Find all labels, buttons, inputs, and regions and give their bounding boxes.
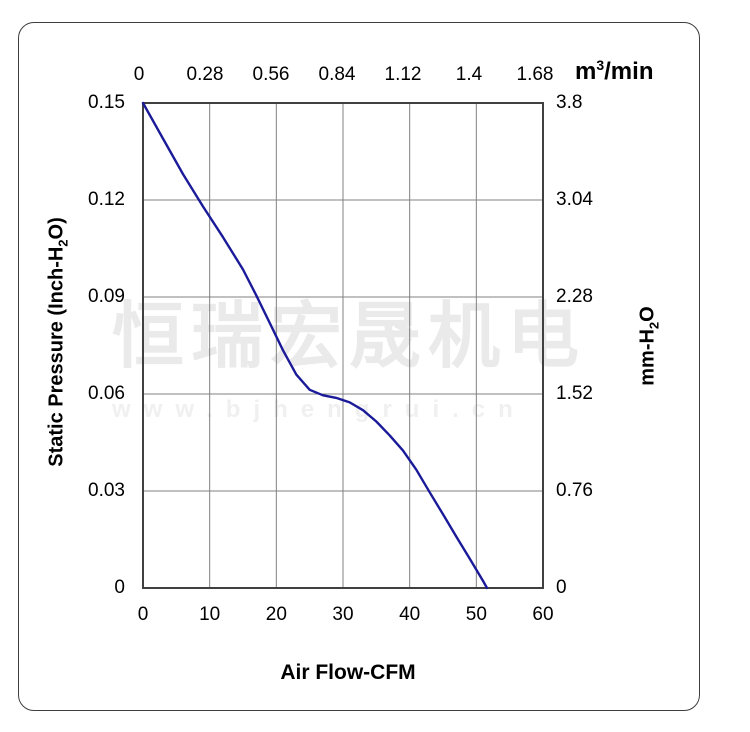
left-axis-title-sub: 2 [55, 239, 71, 247]
plot-area [141, 101, 544, 590]
left-axis-tick: 0.09 [88, 286, 125, 307]
right-axis-tick: 1.52 [556, 383, 593, 404]
top-axis-unit-sup: 3 [596, 57, 605, 73]
right-axis-tick: 0 [556, 577, 567, 598]
plot-border [142, 102, 544, 589]
left-axis-tick: 0.06 [88, 383, 125, 404]
top-axis-tick: 1.12 [384, 64, 422, 85]
right-axis-tick: 0.76 [556, 480, 593, 501]
left-axis-tick: 0.15 [88, 92, 125, 113]
bottom-axis-tick: 10 [199, 604, 221, 625]
left-axis-tick: 0.03 [88, 480, 125, 501]
right-axis-tick: 2.28 [556, 286, 593, 307]
top-axis-tick: 0.28 [186, 64, 224, 85]
top-axis-tick: 0 [133, 64, 145, 85]
top-axis-unit-post: /min [604, 58, 654, 85]
left-axis-title-post: O) [45, 217, 68, 240]
static-pressure-curve [141, 101, 489, 590]
left-axis-title: Static Pressure (Inch-H2O) [45, 217, 71, 467]
top-axis-tick: 0.56 [252, 64, 290, 85]
right-axis-title-post: O [636, 306, 659, 322]
watermark-url: www.bjhengrui.cn [112, 396, 526, 423]
bottom-axis-tick: 40 [399, 604, 421, 625]
bottom-axis-title: Air Flow-CFM [280, 661, 416, 684]
right-axis-title: mm-H2O [636, 306, 662, 386]
top-axis-tick: 1.4 [455, 64, 483, 85]
watermark-company-name: 恒瑞宏晟机电 [112, 297, 587, 377]
bottom-axis-tick: 50 [465, 604, 487, 625]
left-axis-tick: 0.12 [88, 189, 125, 210]
top-axis-unit: m3/min [575, 58, 653, 86]
right-axis-tick: 3.8 [556, 92, 583, 113]
left-axis-tick: 0 [114, 577, 125, 598]
top-axis-tick: 1.68 [516, 64, 554, 85]
bottom-axis-tick: 60 [532, 604, 554, 625]
left-axis-title-text: Static Pressure (Inch-H [45, 246, 68, 467]
top-axis-unit-text: m [575, 58, 597, 85]
right-axis-title-sub: 2 [646, 321, 662, 330]
bottom-axis-tick: 20 [265, 604, 287, 625]
right-axis-title-text: mm-H [636, 329, 659, 386]
bottom-axis-tick: 30 [332, 604, 354, 625]
right-axis-tick: 3.04 [556, 189, 593, 210]
top-axis-tick: 0.84 [318, 64, 356, 85]
bottom-axis-tick: 0 [137, 604, 149, 625]
page-frame [18, 22, 700, 711]
